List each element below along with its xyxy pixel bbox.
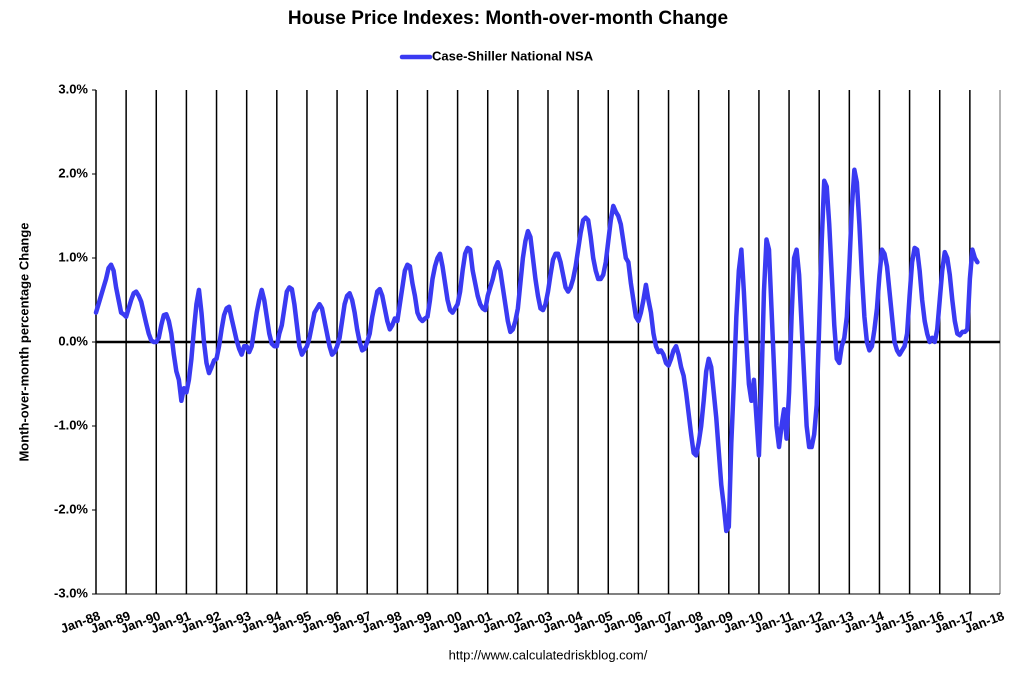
y-tick-label: 3.0% [58,81,88,96]
source-note: http://www.calculatedriskblog.com/ [449,647,648,662]
chart-title: House Price Indexes: Month-over-month Ch… [288,8,728,29]
data-line [93,167,980,534]
y-tick-label: 2.0% [58,165,88,180]
y-tick-label: -1.0% [54,417,88,432]
y-axis-label: Month-over-month percentage Change [16,222,31,461]
y-tick-label: -3.0% [54,585,88,600]
y-tick-label: 1.0% [58,249,88,264]
y-tick-label: 0.0% [58,333,88,348]
legend-label: Case-Shiller National NSA [432,48,594,63]
y-tick-label: -2.0% [54,501,88,516]
